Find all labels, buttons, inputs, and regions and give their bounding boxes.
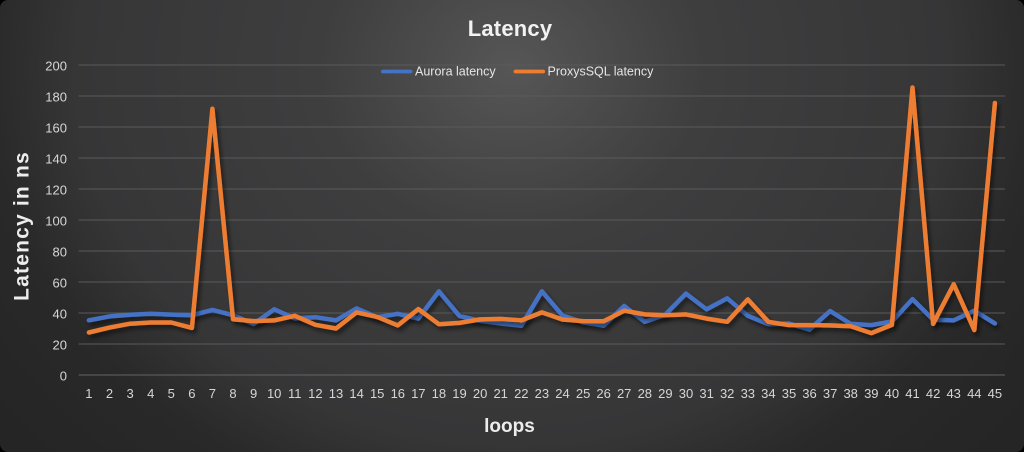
svg-text:4: 4 xyxy=(147,386,154,401)
svg-text:35: 35 xyxy=(782,386,796,401)
svg-text:200: 200 xyxy=(45,59,67,74)
svg-text:5: 5 xyxy=(168,386,175,401)
svg-text:10: 10 xyxy=(267,386,281,401)
svg-text:45: 45 xyxy=(988,386,1002,401)
svg-text:loops: loops xyxy=(484,416,535,437)
svg-text:2: 2 xyxy=(106,386,113,401)
svg-text:44: 44 xyxy=(967,386,981,401)
svg-text:1: 1 xyxy=(85,386,92,401)
svg-text:22: 22 xyxy=(514,386,528,401)
svg-text:12: 12 xyxy=(308,386,322,401)
svg-text:42: 42 xyxy=(926,386,940,401)
svg-text:27: 27 xyxy=(617,386,631,401)
svg-text:39: 39 xyxy=(864,386,878,401)
svg-text:23: 23 xyxy=(535,386,549,401)
svg-text:33: 33 xyxy=(741,386,755,401)
svg-text:ProxysSQL latency: ProxysSQL latency xyxy=(548,65,655,79)
svg-text:34: 34 xyxy=(761,386,775,401)
svg-text:24: 24 xyxy=(555,386,569,401)
svg-text:32: 32 xyxy=(720,386,734,401)
svg-text:6: 6 xyxy=(188,386,195,401)
svg-text:Latency: Latency xyxy=(468,16,553,41)
svg-text:40: 40 xyxy=(885,386,899,401)
svg-text:19: 19 xyxy=(452,386,466,401)
svg-text:9: 9 xyxy=(250,386,257,401)
svg-text:41: 41 xyxy=(905,386,919,401)
svg-text:160: 160 xyxy=(45,121,67,136)
svg-text:36: 36 xyxy=(802,386,816,401)
svg-text:20: 20 xyxy=(473,386,487,401)
svg-text:60: 60 xyxy=(53,276,67,291)
svg-text:29: 29 xyxy=(658,386,672,401)
svg-text:25: 25 xyxy=(576,386,590,401)
svg-text:18: 18 xyxy=(432,386,446,401)
svg-text:7: 7 xyxy=(209,386,216,401)
svg-text:30: 30 xyxy=(679,386,693,401)
svg-text:37: 37 xyxy=(823,386,837,401)
svg-text:21: 21 xyxy=(493,386,507,401)
svg-text:31: 31 xyxy=(699,386,713,401)
svg-text:40: 40 xyxy=(53,307,67,322)
svg-text:16: 16 xyxy=(391,386,405,401)
svg-text:15: 15 xyxy=(370,386,384,401)
svg-text:8: 8 xyxy=(229,386,236,401)
svg-text:3: 3 xyxy=(126,386,133,401)
svg-text:38: 38 xyxy=(843,386,857,401)
svg-text:120: 120 xyxy=(45,183,67,198)
svg-text:80: 80 xyxy=(53,245,67,260)
svg-text:26: 26 xyxy=(596,386,610,401)
svg-text:17: 17 xyxy=(411,386,425,401)
svg-text:28: 28 xyxy=(638,386,652,401)
svg-text:Latency in ns: Latency in ns xyxy=(11,151,34,301)
svg-text:20: 20 xyxy=(53,338,67,353)
svg-text:14: 14 xyxy=(349,386,363,401)
svg-text:13: 13 xyxy=(329,386,343,401)
svg-text:140: 140 xyxy=(45,152,67,167)
svg-text:180: 180 xyxy=(45,90,67,105)
svg-text:100: 100 xyxy=(45,214,67,229)
svg-text:11: 11 xyxy=(288,386,302,401)
svg-text:Aurora latency: Aurora latency xyxy=(415,65,496,79)
svg-text:0: 0 xyxy=(60,369,67,384)
svg-text:43: 43 xyxy=(946,386,960,401)
